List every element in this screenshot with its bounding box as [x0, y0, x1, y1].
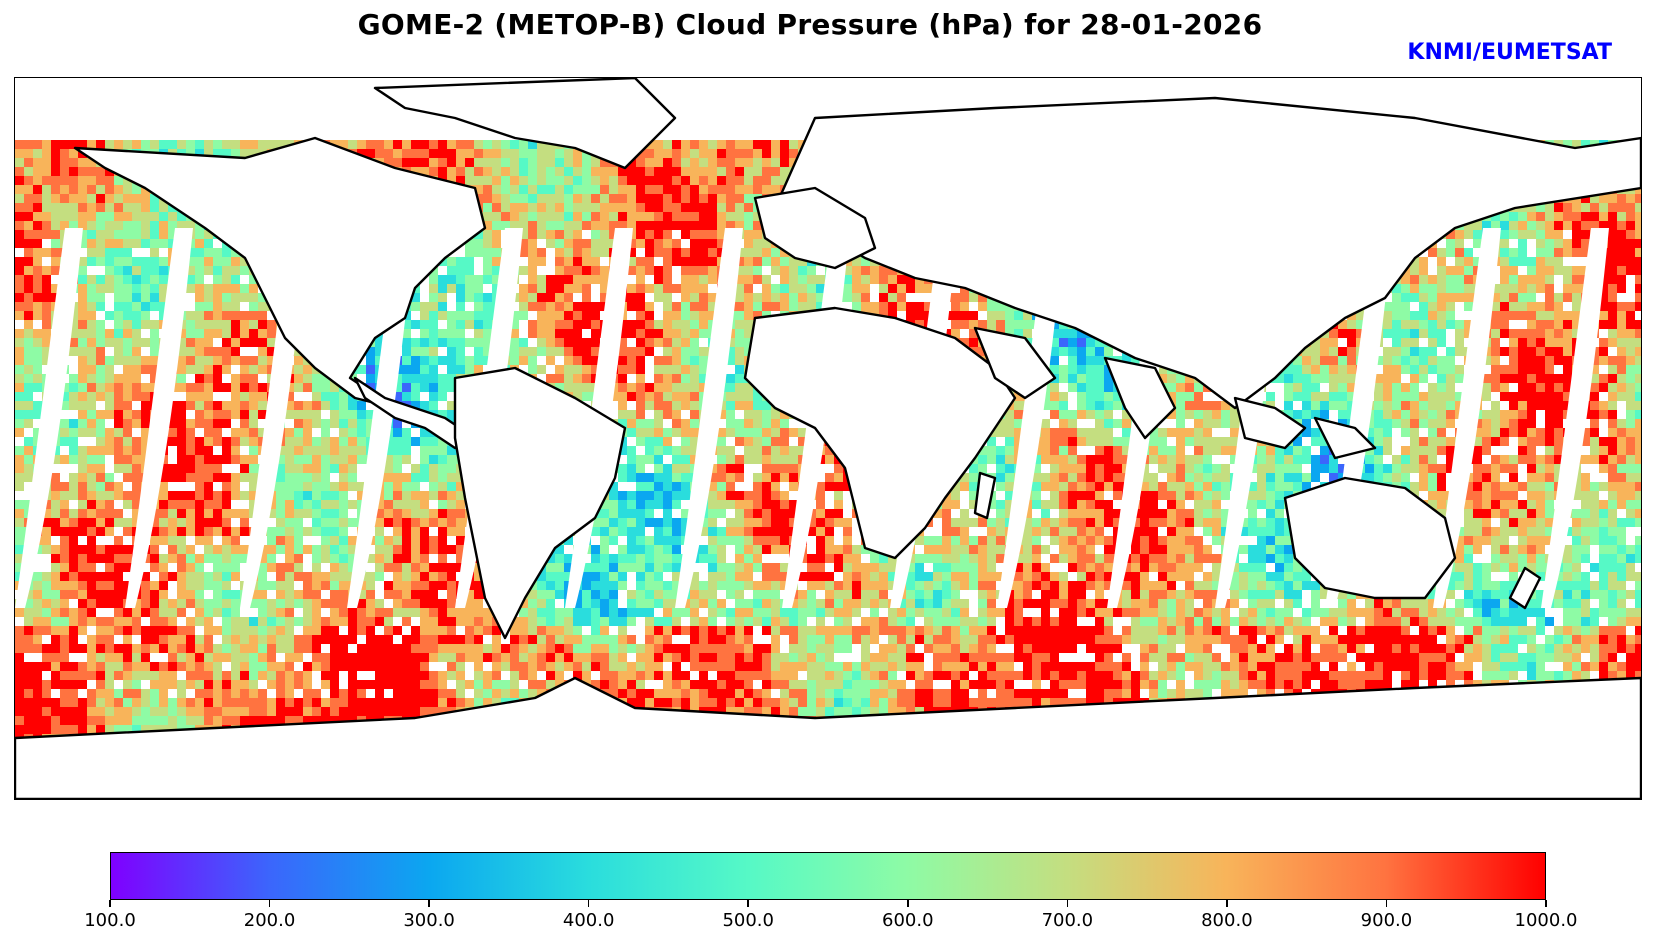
arabia [973, 326, 1057, 400]
colorbar-tick [1545, 900, 1547, 907]
colorbar-tick-label: 400.0 [562, 910, 615, 931]
colorbar-tick-label: 500.0 [722, 910, 774, 931]
credit-label: KNMI/EUMETSAT [1407, 40, 1612, 65]
colorbar-tick-label: 200.0 [243, 910, 296, 931]
colorbar-tick [428, 900, 430, 907]
colorbar-tick [747, 900, 749, 907]
map-panel [14, 77, 1642, 800]
colorbar-tick [1066, 900, 1069, 907]
colorbar-tick-label: 600.0 [882, 910, 934, 931]
colorbar-tick [907, 900, 909, 907]
colorbar-tick-label: 800.0 [1201, 910, 1253, 931]
madagascar [973, 471, 997, 520]
coastlines [15, 78, 1641, 799]
colorbar-ticks [109, 900, 1547, 910]
southeast-asia-islands [1233, 396, 1377, 460]
colorbar-tick-label: 1000.0 [1514, 910, 1578, 931]
eurasia-north [773, 96, 1641, 410]
south-america [453, 366, 627, 640]
colorbar-tick-label: 700.0 [1041, 910, 1094, 931]
swath-gap [1541, 228, 1609, 608]
swath-gap [997, 228, 1065, 608]
colorbar-tick [1385, 900, 1388, 907]
swath-gap [15, 228, 83, 608]
colorbar-tick [268, 900, 271, 907]
colorbar-tick [1226, 900, 1228, 907]
colorbar-tick [109, 900, 111, 907]
europe [753, 186, 877, 270]
colorbar-tick [587, 900, 590, 907]
chart-title: GOME-2 (METOP-B) Cloud Pressure (hPa) fo… [357, 8, 1263, 41]
swath-gap [675, 228, 743, 608]
australia [1283, 476, 1457, 600]
cloud-pressure-map [15, 78, 1641, 799]
colorbar [110, 852, 1546, 900]
swath-gap [1433, 228, 1501, 608]
greenland-and-arctic [373, 78, 677, 170]
swath-gap [125, 228, 193, 608]
india [1103, 356, 1177, 440]
africa [743, 306, 1017, 560]
colorbar-tick-label: 300.0 [403, 910, 455, 931]
colorbar-tick-label: 900.0 [1360, 910, 1413, 931]
colorbar-tick-label: 100.0 [84, 910, 136, 931]
antarctica [15, 676, 1641, 799]
new-zealand [1508, 566, 1542, 610]
